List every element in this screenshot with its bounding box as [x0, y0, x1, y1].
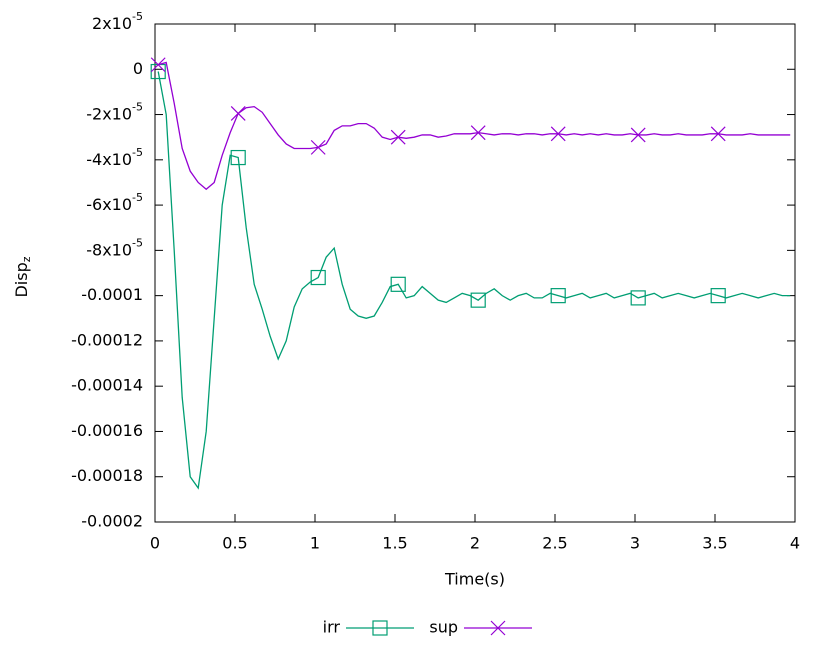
y-tick-label-exp: -5 [132, 101, 143, 114]
series-line [157, 71, 791, 490]
y-tick-label: -2x10-5 [86, 101, 143, 124]
y-tick-label: -6x10-5 [86, 191, 143, 214]
series-line [158, 61, 791, 191]
y-tick-label: -0.00018 [71, 466, 143, 485]
x-tick-label: 1.5 [382, 534, 407, 553]
x-axis-label: Time(s) [444, 570, 505, 589]
y-tick-label: -8x10-5 [86, 236, 143, 259]
x-tick-label: 2.5 [542, 534, 567, 553]
marker-cross [490, 620, 506, 636]
y-axis-label-main: Disp [12, 262, 31, 297]
y-tick-label-exp: -5 [132, 191, 143, 204]
y-tick-label-exp: -5 [132, 146, 143, 159]
marker-square [150, 63, 166, 80]
marker-cross [230, 105, 246, 121]
marker-cross [710, 126, 726, 142]
y-tick-label: -0.00016 [71, 421, 143, 440]
marker-square [372, 620, 388, 636]
marker-square [310, 269, 326, 286]
x-tick-label: 2 [470, 534, 480, 553]
marker-square [710, 288, 726, 304]
marker-cross [630, 127, 646, 143]
y-tick-label: -4x10-5 [86, 146, 143, 169]
marker-square [550, 288, 566, 304]
marker-cross [470, 125, 486, 141]
y-tick-label: -0.00014 [71, 376, 143, 395]
marker-square [390, 276, 406, 292]
marker-cross [550, 126, 566, 142]
x-tick-label: 4 [790, 534, 800, 553]
marker-cross [150, 57, 166, 73]
y-tick-label: 0 [133, 59, 143, 78]
y-axis-label: Dispz [12, 256, 34, 297]
marker-square [470, 292, 486, 308]
marker-square [630, 290, 646, 306]
y-tick-label-exp: -5 [132, 10, 143, 23]
legend-label: sup [429, 618, 458, 637]
marker-cross [390, 129, 406, 145]
y-tick-label-base: 2x10 [92, 14, 132, 33]
y-tick-label: 2x10-5 [92, 10, 143, 33]
y-tick-label: -0.00012 [71, 330, 143, 349]
marker-square [230, 149, 246, 166]
y-tick-label: -0.0001 [81, 285, 143, 304]
y-tick-label: -0.0002 [81, 512, 143, 531]
x-tick-label: 1 [310, 534, 320, 553]
plot-border [154, 23, 796, 523]
legend-label: irr [323, 618, 341, 637]
x-tick-label: 3.5 [702, 534, 727, 553]
y-tick-label-base: -2x10 [86, 104, 132, 123]
marker-cross [310, 139, 326, 155]
x-tick-label: 0.5 [222, 534, 247, 553]
y-axis-label-sub: z [20, 256, 33, 262]
x-tick-label: 0 [150, 534, 160, 553]
x-tick-label: 3 [630, 534, 640, 553]
y-tick-label-base: -6x10 [86, 195, 132, 214]
y-tick-label-exp: -5 [132, 236, 143, 249]
y-tick-label-base: -4x10 [86, 149, 132, 168]
y-tick-label-base: -8x10 [86, 240, 132, 259]
